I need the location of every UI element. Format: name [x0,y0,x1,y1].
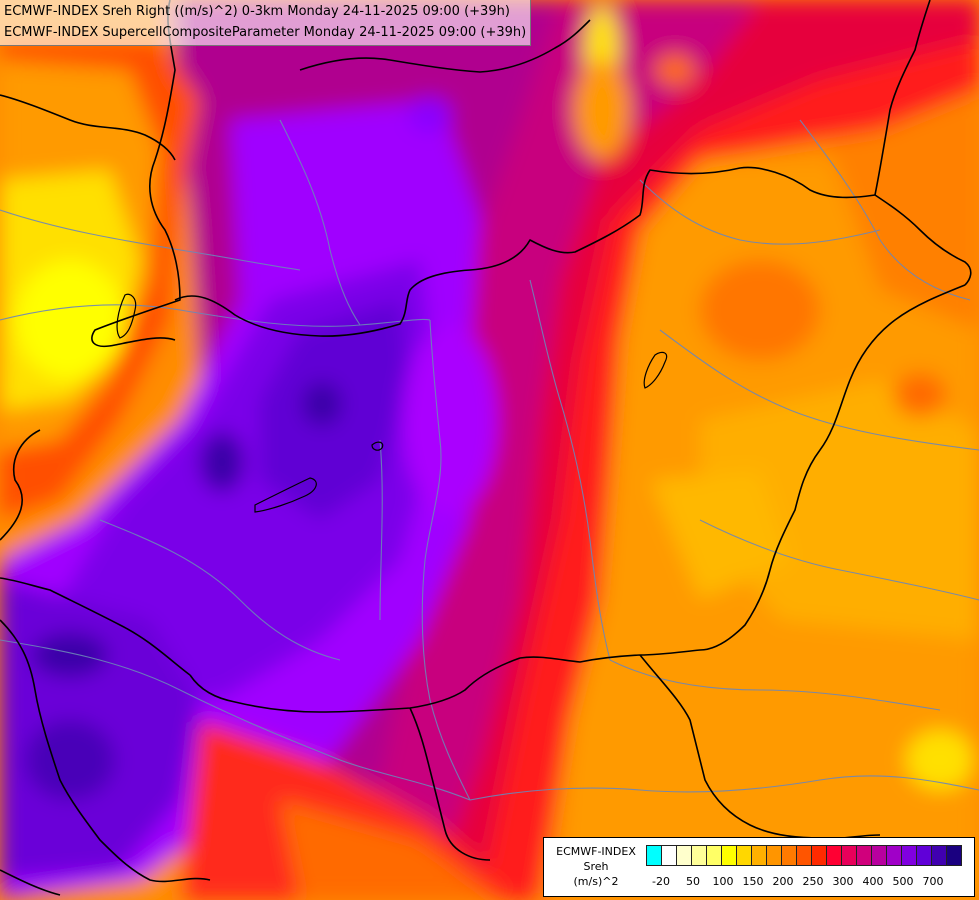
legend-swatch [931,845,947,866]
legend-color-bar [646,845,962,866]
legend-swatch [856,845,872,866]
legend-swatch [901,845,917,866]
legend-label: ECMWF-INDEX Sreh (m/s)^2 [548,844,644,889]
title-sreh: ECMWF-INDEX Sreh Right ((m/s)^2) 0-3km M… [4,4,510,19]
color-legend: ECMWF-INDEX Sreh (m/s)^2 -20 50 100 150 200 2… [543,837,975,897]
title-scp: ECMWF-INDEX SupercellCompositeParameter … [4,25,527,40]
legend-swatch [706,845,722,866]
legend-tick-label: -20 [652,875,670,888]
legend-tick-label: 250 [802,875,824,888]
legend-swatch [661,845,677,866]
map-title-box: ECMWF-INDEX Sreh Right ((m/s)^2) 0-3km M… [0,0,532,46]
legend-tick-label: 400 [862,875,884,888]
legend-swatch [811,845,827,866]
legend-swatch [886,845,902,866]
legend-swatch [766,845,782,866]
legend-swatch [736,845,752,866]
legend-tick-label: 700 [922,875,944,888]
legend-tick-label: 200 [772,875,794,888]
legend-tick-label: 150 [742,875,764,888]
legend-swatch [781,845,797,866]
legend-swatch [826,845,842,866]
legend-tick-label: 300 [832,875,854,888]
legend-model: ECMWF-INDEX [556,845,636,858]
legend-swatch [676,845,692,866]
legend-swatch [646,845,662,866]
legend-parameter: Sreh [583,860,609,873]
legend-swatch [916,845,932,866]
legend-swatch [751,845,767,866]
legend-unit: (m/s)^2 [573,875,619,888]
legend-swatch [946,845,962,866]
legend-swatch [721,845,737,866]
legend-swatch [691,845,707,866]
legend-tick-label: 500 [892,875,914,888]
legend-tick-label: 50 [686,875,700,888]
legend-tick-label: 100 [712,875,734,888]
legend-swatch [796,845,812,866]
legend-swatch [871,845,887,866]
legend-swatch [841,845,857,866]
